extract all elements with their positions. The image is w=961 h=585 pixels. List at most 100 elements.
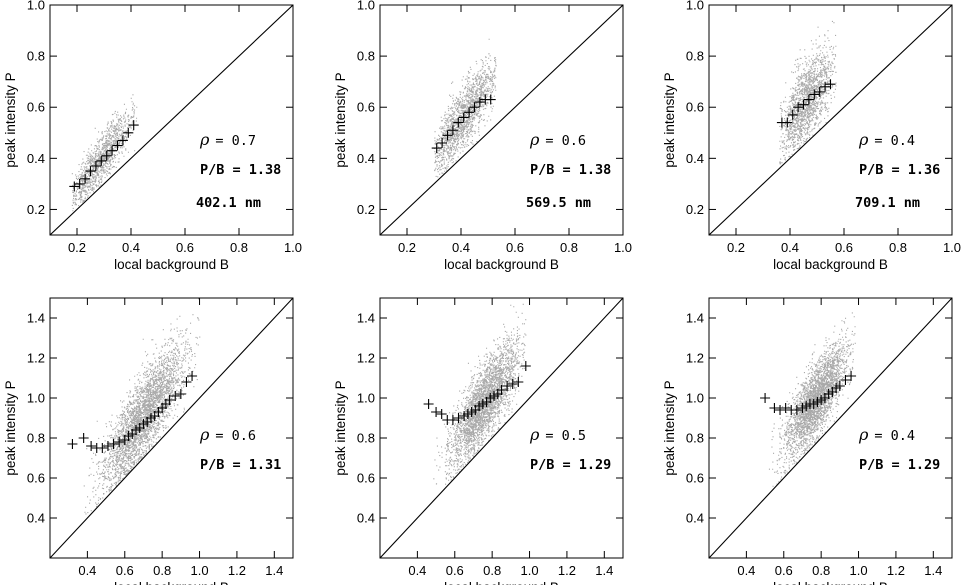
panel-3: 0.2 0.4 0.6 0.8 1.0 0.2 0.4 0.6 0.8 1.0 local back… xyxy=(662,0,961,272)
panel-1-binned-mean-marker xyxy=(90,161,101,171)
panel-6-x-tick-label: 0.4 xyxy=(737,563,755,578)
panel-6-binned-mean-marker xyxy=(791,405,802,415)
panel-1-rho-annotation: ρ = 0.7 xyxy=(199,130,256,149)
panel-2-y-tick-label: 1.0 xyxy=(357,0,375,13)
panel-5-binned-mean-marker xyxy=(431,407,442,417)
panel-5-x-tick-label: 0.4 xyxy=(408,563,426,578)
panel-6-rho-symbol: ρ xyxy=(858,425,869,444)
panel-3-x-tick-label: 0.6 xyxy=(835,240,853,255)
panel-4-rho-symbol: ρ xyxy=(199,425,210,444)
panel-3-y-axis-label: peak intensity P xyxy=(662,72,677,167)
panel-2-binned-mean-marker xyxy=(474,97,485,108)
panel-4-y-tick-label: 0.6 xyxy=(27,471,45,486)
panel-2-binned-mean-marker xyxy=(469,102,480,113)
panel-6-x-tick-label: 1.2 xyxy=(887,563,905,578)
panel-6-x-axis-label: local background B xyxy=(773,580,888,585)
panel-1-rho-symbol: ρ xyxy=(199,130,210,149)
panel-5-binned-mean-marker xyxy=(513,377,524,387)
panel-6-y-tick-label: 1.0 xyxy=(686,391,704,406)
panel-2-rho-symbol: ρ xyxy=(529,130,540,149)
panel-4-binned-mean-marker xyxy=(170,391,181,401)
panel-4-binned-mean-marker xyxy=(175,389,186,399)
panel-5-binned-mean-marker xyxy=(447,415,458,425)
panel-6-binned-mean-marker xyxy=(846,371,857,381)
panel-4-binned-mean-marker xyxy=(78,433,89,443)
panel-1-y-tick-label: 1.0 xyxy=(27,0,45,13)
panel-1-binned-mean-marker xyxy=(117,135,128,146)
panel-4-y-tick-label: 0.4 xyxy=(27,511,45,526)
panel-1-plot-frame xyxy=(49,4,294,236)
panel-4-plot-frame xyxy=(49,297,294,559)
panel-6-binned-mean-marker xyxy=(769,403,780,413)
panel-3-y-tick-label: 0.2 xyxy=(686,202,704,217)
panel-2-binned-mean-marker xyxy=(437,138,448,148)
panel-4-binned-mean-marker xyxy=(108,439,119,449)
panel-5-rho-annotation: ρ = 0.5 xyxy=(529,425,586,444)
panel-1-y-tick-label: 0.8 xyxy=(27,49,45,64)
panel-4-y-tick-label: 1.2 xyxy=(27,351,45,366)
panel-1-rho-value: = 0.7 xyxy=(215,133,256,149)
panel-4-x-tick-label: 0.8 xyxy=(153,563,171,578)
panel-4-y-tick-label: 1.4 xyxy=(27,311,45,326)
panel-2-y-tick-label: 0.4 xyxy=(357,151,375,166)
panel-2-x-tick-label: 0.2 xyxy=(398,240,416,255)
panel-5-x-tick-label: 1.0 xyxy=(520,563,538,578)
panel-1-y-tick-label: 0.4 xyxy=(27,151,45,166)
panel-6-y-tick-label: 1.2 xyxy=(686,351,704,366)
panel-4-identity-line xyxy=(50,298,293,558)
panel-5-y-tick-label: 0.6 xyxy=(357,471,375,486)
panel-1-y-tick-label: 0.2 xyxy=(27,202,45,217)
panel-5-plot-frame xyxy=(379,297,624,559)
panel-6-identity-line xyxy=(709,298,952,558)
panel-4-binned-mean-marker xyxy=(181,377,192,387)
panel-2-x-tick-label: 0.6 xyxy=(506,240,524,255)
panel-4-x-tick-label: 0.4 xyxy=(78,563,96,578)
panel-4-scatter-cloud xyxy=(83,298,201,515)
panel-1-y-axis-label: peak intensity P xyxy=(3,72,18,167)
panel-6-scatter-points xyxy=(768,312,856,487)
panel-1-binned-mean-marker xyxy=(80,173,91,184)
panel-1-x-tick-label: 0.8 xyxy=(230,240,248,255)
panel-5-x-tick-label: 1.2 xyxy=(558,563,576,578)
panel-2-scatter-points xyxy=(434,38,497,178)
panel-4-binned-mean-marker xyxy=(114,437,125,447)
panel-4-y-tick-label: 1.0 xyxy=(27,391,45,406)
panel-1-y-tick-label: 0.6 xyxy=(27,100,45,115)
panel-6: 0.4 0.6 0.8 1.0 1.2 1.4 0.4 0.6 0.8 1.0 1.2 1.4 loca… xyxy=(662,297,953,585)
panel-2-binned-mean-marker xyxy=(485,94,496,105)
panel-6-x-tick-label: 1.0 xyxy=(849,563,867,578)
panel-4-x-tick-label: 1.4 xyxy=(265,563,283,578)
panel-3-binned-mean-marker xyxy=(814,86,825,97)
panel-3-identity-line xyxy=(709,5,952,235)
panel-1-x-tick-label: 0.2 xyxy=(68,240,86,255)
panel-2-binned-mean-marker xyxy=(458,112,469,123)
panel-4-binned-mean-marker xyxy=(164,395,175,405)
panel-4-y-axis-label: peak intensity P xyxy=(3,380,18,475)
panel-1: 0.2 0.4 0.6 0.8 1.0 0.2 0.4 0.6 0.8 1.0 local back… xyxy=(3,0,302,272)
panel-2-x-tick-label: 0.4 xyxy=(452,240,470,255)
panel-6-x-tick-label: 0.6 xyxy=(775,563,793,578)
panel-1-binned-mean-marker xyxy=(112,140,123,151)
panel-2-rho-annotation: ρ = 0.6 xyxy=(529,130,586,149)
panel-5-binned-mean-marker xyxy=(496,385,507,395)
panel-4-x-tick-label: 1.2 xyxy=(228,563,246,578)
panel-2-x-axis-label: local background B xyxy=(444,257,559,272)
panel-3-plot-frame xyxy=(708,4,953,236)
panel-4-binned-mean-marker xyxy=(102,441,113,451)
panel-5-binned-mean-marker xyxy=(507,379,518,389)
panel-4-binned-mean-marker xyxy=(187,371,198,381)
panel-3-scatter-cloud xyxy=(779,20,837,165)
panel-5-y-tick-label: 0.4 xyxy=(357,511,375,526)
panel-5-x-axis-label: local background B xyxy=(444,580,559,585)
panel-6-binned-mean-marker xyxy=(840,375,851,385)
panel-6-y-tick-label: 0.4 xyxy=(686,511,704,526)
panel-3-rho-symbol: ρ xyxy=(858,130,869,149)
panel-5-identity-line xyxy=(380,298,623,558)
panel-3-rho-annotation: ρ = 0.4 xyxy=(858,130,915,149)
panel-3-y-tick-label: 0.8 xyxy=(686,49,704,64)
panel-3-ratio-annotation: P/B = 1.36 xyxy=(859,162,940,178)
panel-3-binned-mean-marker xyxy=(793,102,804,113)
panel-2-binned-mean-marker xyxy=(431,143,442,154)
panel-1-wavelength-label: 402.1 nm xyxy=(196,195,261,211)
